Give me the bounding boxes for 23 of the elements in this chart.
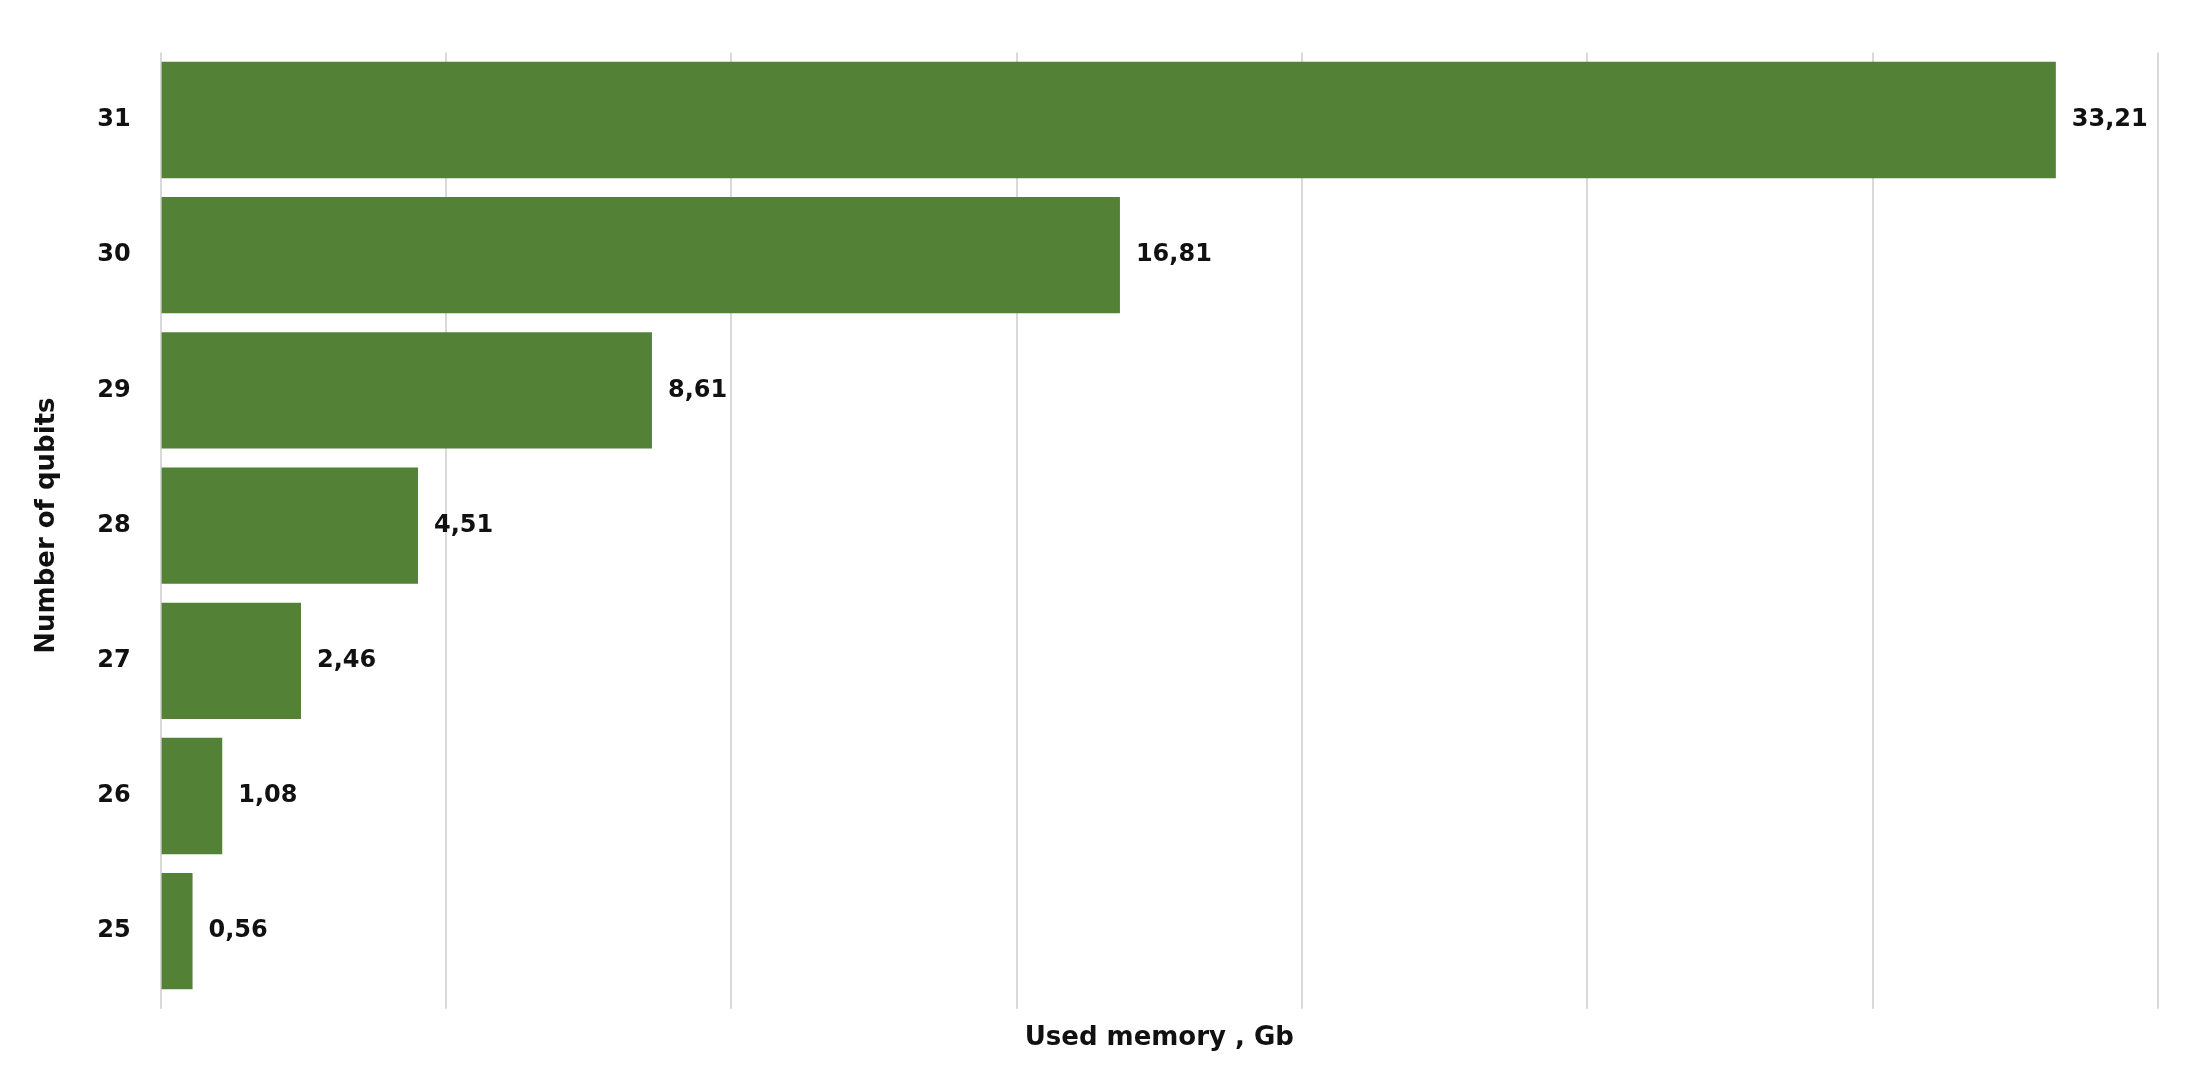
data-label: 8,61 bbox=[667, 374, 728, 403]
bar bbox=[161, 332, 652, 449]
data-label: 0,56 bbox=[208, 915, 268, 944]
bar bbox=[161, 197, 1120, 314]
y-tick-label: 31 bbox=[97, 104, 131, 133]
y-tick-label: 29 bbox=[97, 374, 131, 403]
y-tick-label: 27 bbox=[97, 645, 131, 674]
data-label: 4,51 bbox=[433, 509, 494, 538]
bar bbox=[161, 467, 418, 584]
data-label: 1,08 bbox=[238, 780, 298, 809]
y-tick-label: 30 bbox=[97, 239, 131, 268]
bar bbox=[161, 602, 301, 719]
data-label: 2,46 bbox=[316, 645, 377, 674]
y-tick-label: 28 bbox=[97, 509, 131, 538]
data-label: 16,81 bbox=[1135, 239, 1212, 268]
bar bbox=[161, 61, 2056, 179]
x-axis-title: Used memory , Gb bbox=[1024, 1021, 1294, 1052]
data-label: 33,21 bbox=[2071, 104, 2148, 133]
bar bbox=[161, 737, 223, 855]
y-tick-label: 26 bbox=[97, 780, 131, 809]
y-tick-label: 25 bbox=[97, 915, 131, 944]
bar bbox=[161, 873, 193, 990]
y-axis-title: Number of qubits bbox=[30, 397, 61, 654]
